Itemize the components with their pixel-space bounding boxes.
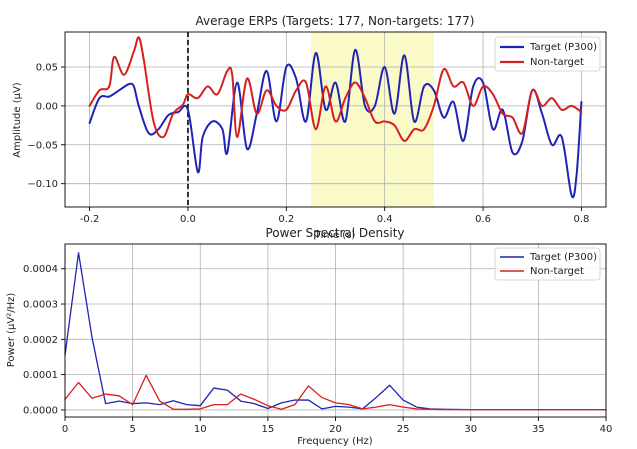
psd-x-tick-label: 0 (62, 424, 68, 435)
psd-y-tick-label: 0.0000 (23, 405, 58, 416)
erp-x-tick-label: 0.8 (573, 214, 589, 225)
erp-series-line-target (88, 48, 583, 199)
psd-legend: Target (P300) Non-target (494, 247, 601, 281)
erp-series-line-nontarget (88, 36, 583, 142)
psd-x-tick-label: 30 (464, 424, 477, 435)
erp-chart-title: Average ERPs (Targets: 177, Non-targets:… (196, 14, 475, 28)
psd-x-tick-label: 25 (397, 424, 410, 435)
erp-x-tick-label: 0.4 (377, 214, 393, 225)
erp-y-tick-label: 0.00 (36, 101, 58, 112)
erp-y-axis-label: Amplitude (µV) (12, 82, 23, 158)
psd-legend-label-nontarget: Non-target (530, 266, 584, 277)
psd-legend-label-target: Target (P300) (529, 252, 597, 263)
psd-x-tick-label: 10 (194, 424, 207, 435)
erp-x-tick-label: 0.0 (180, 214, 196, 225)
psd-chart-title: Power Spectral Density (265, 226, 404, 240)
psd-chart: Power Spectral Density 0 5 10 15 20 25 30 35 40 … (6, 226, 612, 447)
erp-plot-frame (64, 31, 607, 208)
psd-x-tick-label: 5 (129, 424, 135, 435)
psd-legend-box (494, 247, 601, 281)
erp-x-axis-label: Time (s) (314, 230, 356, 241)
erp-x-tick-label: 0.6 (475, 214, 491, 225)
psd-x-axis-label: Frequency (Hz) (297, 436, 373, 447)
erp-y-tick-label: −0.10 (27, 179, 58, 190)
erp-y-tick-label: 0.05 (36, 63, 58, 74)
psd-y-tick-label: 0.0003 (23, 300, 58, 311)
erp-y-tick-label: −0.05 (27, 140, 58, 151)
psd-x-tick-label: 40 (600, 424, 613, 435)
erp-x-tick-label: 0.2 (278, 214, 294, 225)
psd-x-tick-label: 35 (532, 424, 545, 435)
psd-x-tick-label: 15 (262, 424, 275, 435)
erp-legend-label-nontarget: Non-target (530, 57, 584, 68)
psd-y-tick-label: 0.0001 (23, 370, 58, 381)
erp-chart: Average ERPs (Targets: 177, Non-targets:… (12, 14, 607, 241)
erp-x-tick-label: -0.2 (80, 214, 100, 225)
psd-series-line-nontarget (64, 374, 607, 411)
psd-x-tick-label: 20 (329, 424, 342, 435)
psd-y-tick-label: 0.0004 (23, 264, 58, 275)
psd-y-axis-label: Power (µV²/Hz) (6, 293, 17, 368)
erp-legend-label-target: Target (P300) (529, 42, 597, 53)
erp-legend: Target (P300) Non-target (494, 36, 601, 72)
psd-y-tick-label: 0.0002 (23, 335, 58, 346)
